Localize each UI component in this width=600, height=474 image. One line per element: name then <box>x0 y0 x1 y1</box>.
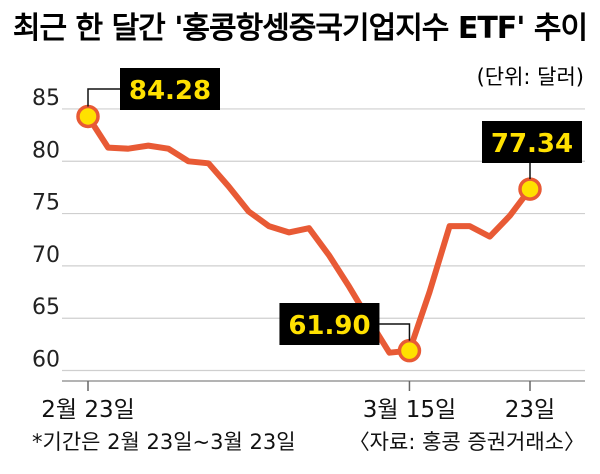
y-tick-label: 80 <box>32 138 60 163</box>
y-tick-label: 75 <box>32 191 60 216</box>
y-tick-label: 70 <box>32 243 60 268</box>
y-tick-label: 65 <box>32 295 60 320</box>
series-line <box>85 113 533 356</box>
data-label-box <box>120 68 220 110</box>
footnote: *기간은 2월 23일~3월 23일 <box>32 430 296 454</box>
data-label: 61.90 <box>288 311 370 341</box>
data-point-marker <box>397 338 422 363</box>
source-note: 〈자료: 홍콩 증권거래소〉 <box>349 430 585 454</box>
y-tick-label: 60 <box>32 348 60 373</box>
unit-label: (단위: 달러) <box>477 65 584 89</box>
data-label-box <box>482 121 582 163</box>
x-tick-label: 3월 15일 <box>363 397 457 423</box>
data-label: 84.28 <box>129 76 211 106</box>
y-tick-label: 85 <box>32 86 60 111</box>
x-tick-label: 2월 23일 <box>41 397 135 423</box>
data-label: 77.34 <box>491 129 573 159</box>
data-label-leader <box>87 88 120 107</box>
data-label-leader <box>379 323 411 341</box>
chart-title: 최근 한 달간 '홍콩항셍중국기업지수 ETF' 추이 <box>13 11 587 46</box>
x-tick-label: 23일 <box>505 397 555 423</box>
data-point-marker <box>518 177 542 201</box>
data-label-box <box>279 303 380 345</box>
data-point-marker <box>76 104 100 129</box>
